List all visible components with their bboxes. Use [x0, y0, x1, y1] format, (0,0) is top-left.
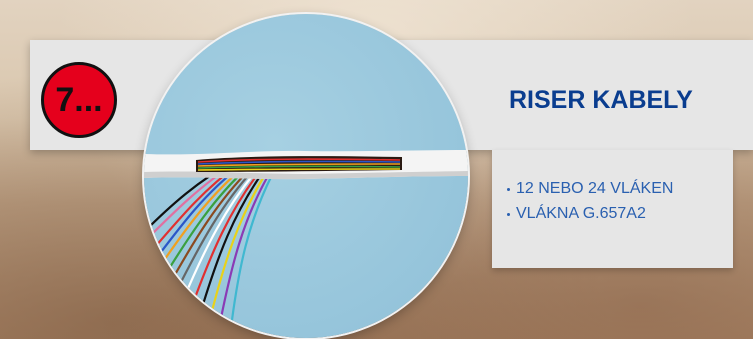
- riser-cable-icon: [144, 150, 468, 322]
- number-badge: 7...: [41, 62, 117, 138]
- feature-item: VLÁKNA G.657A2: [507, 203, 696, 224]
- feature-item: 12 NEBO 24 VLÁKEN: [507, 178, 696, 199]
- feature-panel: 12 NEBO 24 VLÁKEN VLÁKNA G.657A2: [492, 150, 733, 268]
- badge-label: 7...: [55, 80, 103, 119]
- product-title: RISER KABELY: [509, 86, 693, 114]
- product-photo: [144, 14, 468, 338]
- feature-list: 12 NEBO 24 VLÁKEN VLÁKNA G.657A2: [492, 150, 733, 224]
